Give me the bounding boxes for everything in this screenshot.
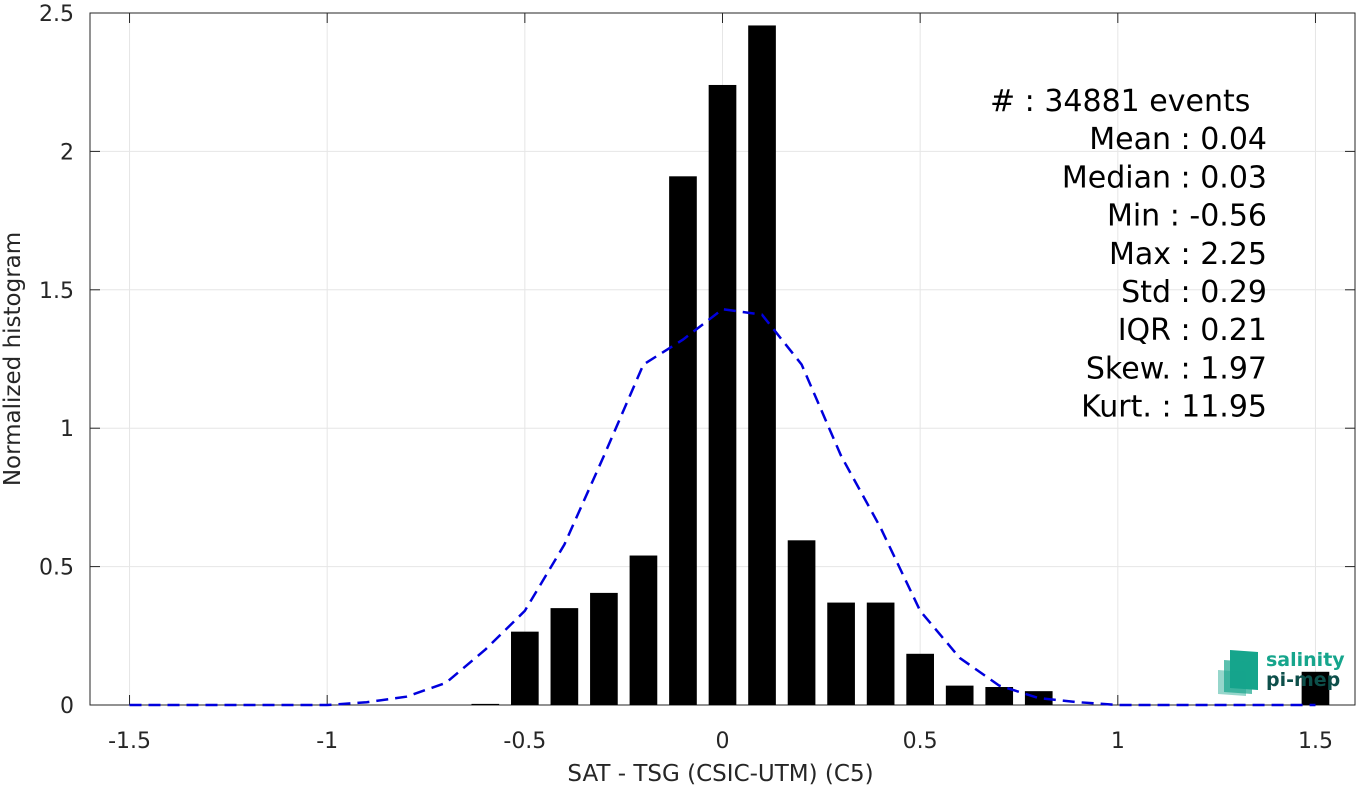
x-tick-label: -1.5 — [108, 729, 151, 754]
histogram-bar — [985, 687, 1014, 705]
y-tick-label: 1.5 — [39, 279, 74, 304]
y-tick-label: 2.5 — [39, 2, 74, 27]
histogram-bar — [787, 540, 816, 705]
logo-text-salinity: salinity — [1266, 649, 1345, 671]
x-tick-label: -0.5 — [503, 729, 546, 754]
histogram-bar — [1301, 671, 1330, 705]
histogram-bar — [945, 685, 974, 705]
y-tick-label: 0.5 — [39, 556, 74, 581]
stat-line: Std : 0.29 — [1121, 275, 1267, 310]
x-tick-label: 1.5 — [1298, 729, 1333, 754]
y-axis-label: Normalized histogram — [0, 232, 26, 486]
histogram-bar — [708, 84, 737, 705]
logo-mark-icon — [1218, 650, 1258, 696]
x-tick-label: 0 — [716, 729, 730, 754]
histogram-bar — [550, 608, 579, 705]
histogram-bar — [629, 555, 658, 705]
stat-line: # : 34881 events — [990, 84, 1250, 119]
stat-line: IQR : 0.21 — [1118, 313, 1267, 348]
histogram-bar — [511, 631, 539, 705]
salinity-pi-mep-logo: salinity pi-mep — [1218, 649, 1345, 696]
x-tick-label: -1 — [316, 729, 338, 754]
histogram-bars — [471, 25, 1330, 706]
x-tick-label: 1 — [1111, 729, 1125, 754]
stat-line: Min : -0.56 — [1107, 199, 1267, 234]
y-tick-label: 1 — [60, 417, 74, 442]
stat-line: Mean : 0.04 — [1089, 122, 1267, 157]
stat-line: Skew. : 1.97 — [1086, 351, 1267, 386]
gaussian-fit-curve — [129, 307, 1316, 707]
y-tick-label: 2 — [60, 140, 74, 165]
y-tick-labels: 0 0.5 1 1.5 2 2.5 — [39, 2, 74, 719]
stat-line: Max : 2.25 — [1109, 237, 1267, 272]
histogram-bar — [471, 703, 500, 705]
logo-text-pi-mep: pi-mep — [1266, 669, 1340, 691]
histogram-bar — [669, 176, 697, 705]
stat-line: Kurt. : 11.95 — [1081, 390, 1267, 425]
histogram-bar — [748, 25, 776, 706]
histogram-bar — [906, 653, 934, 705]
histogram-bar — [866, 602, 895, 705]
histogram-bar — [827, 602, 855, 705]
x-tick-label: 0.5 — [903, 729, 938, 754]
stat-line: Median : 0.03 — [1062, 160, 1267, 195]
x-tick-labels: -1.5 -1 -0.5 0 0.5 1 1.5 — [108, 729, 1333, 754]
histogram-bar — [590, 592, 618, 705]
x-axis-label: SAT - TSG (CSIC-UTM) (C5) — [567, 761, 873, 785]
y-tick-label: 0 — [60, 694, 74, 719]
